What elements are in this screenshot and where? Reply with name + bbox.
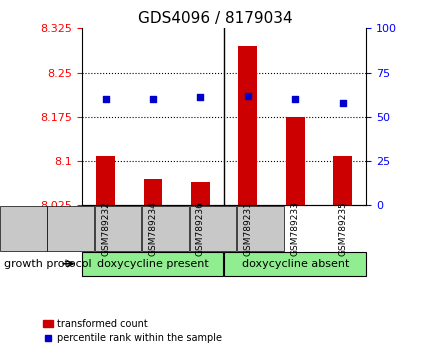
- Bar: [332, 156, 351, 205]
- Point: [102, 96, 109, 102]
- Point: [291, 96, 298, 102]
- Bar: [47, 206, 94, 251]
- Bar: [95, 206, 141, 251]
- Text: GSM789234: GSM789234: [148, 201, 157, 256]
- Bar: [142, 206, 188, 251]
- Point: [197, 95, 203, 100]
- Bar: [224, 252, 365, 276]
- Bar: [143, 179, 162, 205]
- Text: GDS4096 / 8179034: GDS4096 / 8179034: [138, 11, 292, 25]
- Bar: [190, 182, 209, 205]
- Text: GSM789232: GSM789232: [101, 201, 110, 256]
- Bar: [0, 206, 46, 251]
- Bar: [96, 156, 115, 205]
- Point: [338, 100, 345, 105]
- Point: [244, 93, 251, 98]
- Text: doxycycline absent: doxycycline absent: [241, 259, 348, 269]
- Text: growth protocol: growth protocol: [4, 259, 92, 269]
- Text: doxycycline present: doxycycline present: [97, 259, 209, 269]
- Bar: [238, 46, 257, 205]
- Legend: transformed count, percentile rank within the sample: transformed count, percentile rank withi…: [39, 315, 225, 347]
- Text: GSM789236: GSM789236: [196, 201, 204, 256]
- Text: GSM789231: GSM789231: [243, 201, 252, 256]
- Bar: [237, 206, 283, 251]
- Text: GSM789233: GSM789233: [290, 201, 299, 256]
- Text: GSM789235: GSM789235: [338, 201, 346, 256]
- Bar: [285, 117, 304, 205]
- Point: [149, 96, 156, 102]
- Bar: [189, 206, 236, 251]
- Bar: [82, 252, 223, 276]
